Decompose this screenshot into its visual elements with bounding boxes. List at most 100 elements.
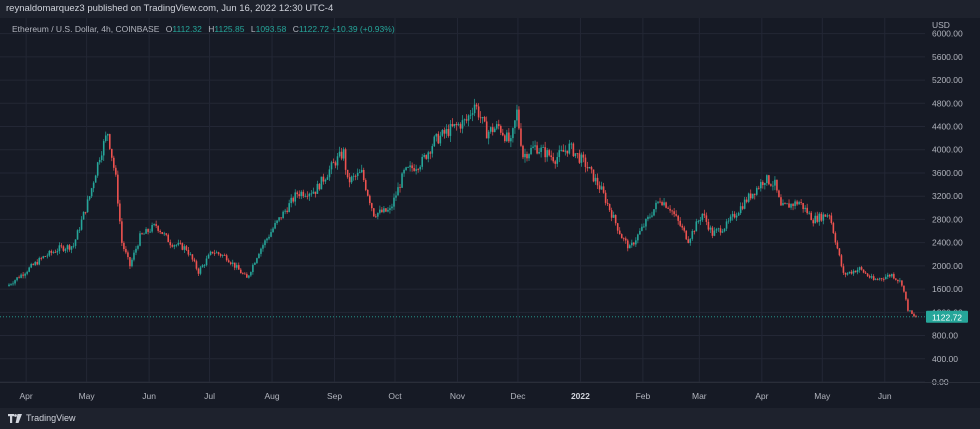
candle-body: [584, 157, 587, 167]
tradingview-brand[interactable]: TradingView: [8, 413, 76, 423]
candle-body: [889, 274, 891, 277]
candle-body: [64, 249, 67, 251]
candle-body: [774, 179, 776, 186]
candle-body: [272, 228, 274, 233]
candle-body: [691, 231, 694, 239]
candle-body: [556, 157, 559, 164]
candle-body: [284, 210, 286, 212]
candle-body: [167, 234, 170, 243]
candle-body: [715, 229, 718, 231]
candle-body: [860, 267, 863, 270]
candle-body: [223, 255, 226, 256]
candle-body: [340, 151, 343, 159]
candle-body: [502, 132, 504, 136]
x-tick-label: Sep: [327, 391, 342, 401]
candle-body: [798, 202, 800, 205]
candle-body: [177, 242, 180, 245]
candle-body: [794, 201, 796, 206]
candle-body: [185, 246, 188, 250]
candle-body: [719, 228, 722, 233]
candle-body: [437, 133, 440, 144]
y-tick-label: 4000.00: [932, 145, 963, 155]
x-tick-label: Apr: [20, 391, 33, 401]
candle-body: [415, 169, 417, 171]
currency-label: USD: [932, 20, 950, 30]
candle-body: [818, 213, 821, 222]
candle-body: [526, 153, 528, 159]
candle-body: [270, 232, 272, 237]
candle-body: [397, 187, 399, 196]
candle-body: [802, 202, 804, 210]
candle-body: [618, 230, 621, 235]
candle-body: [786, 203, 788, 205]
y-tick-label: 6000.00: [932, 29, 963, 39]
candle-body: [608, 203, 611, 211]
candle-body: [38, 258, 41, 265]
candle-body: [770, 184, 772, 186]
candle-body: [133, 252, 135, 260]
candle-body: [12, 283, 14, 285]
candle-body: [407, 167, 409, 169]
candle-body: [235, 265, 238, 268]
candle-body: [637, 234, 639, 241]
candle-body: [893, 274, 895, 279]
candle-body: [362, 169, 365, 181]
candle-body: [207, 254, 210, 259]
candle-body: [125, 249, 127, 253]
candle-body: [733, 213, 736, 218]
candle-body: [471, 113, 474, 115]
candle-body: [483, 117, 486, 122]
y-tick-label: 3600.00: [932, 168, 963, 178]
candle-body: [135, 248, 137, 253]
published-text: reynaldomarquez3 published on TradingVie…: [6, 3, 334, 14]
candle-body: [727, 220, 730, 222]
candle-body: [375, 216, 377, 218]
candle-body: [451, 123, 454, 127]
candle-body: [350, 176, 353, 183]
candle-body: [639, 230, 641, 235]
legend-high: 1125.85: [214, 24, 245, 34]
price-chart[interactable]: 6000.00 5600.00 5200.00 4800.00 4400.00 4000.…: [0, 18, 980, 408]
candle-body: [528, 154, 530, 159]
candle-body: [352, 175, 355, 177]
candle-body: [862, 269, 865, 273]
candle-body: [165, 233, 168, 235]
candle-body: [441, 130, 444, 136]
candle-body: [635, 240, 637, 245]
candle-body: [244, 273, 246, 275]
candle-body: [159, 230, 161, 233]
candle-body: [96, 162, 99, 176]
candle-body: [145, 229, 147, 234]
candle-body: [677, 215, 679, 221]
candle-body: [836, 242, 839, 249]
candle-body: [542, 147, 544, 148]
candle-body: [493, 128, 496, 133]
candle-body: [826, 215, 829, 217]
candle-body: [820, 213, 823, 221]
candle-body: [495, 124, 498, 129]
candle-body: [78, 229, 81, 231]
y-tick-label: 4400.00: [932, 122, 963, 132]
y-tick-label: 800.00: [932, 331, 958, 341]
candle-body: [217, 252, 220, 255]
candle-body: [479, 117, 482, 119]
candle-body: [544, 147, 546, 158]
candle-body: [538, 151, 540, 154]
candle-body: [560, 149, 563, 151]
candle-body: [491, 127, 494, 133]
candle-body: [598, 185, 601, 190]
legend-close: 1122.72: [298, 24, 329, 34]
candle-body: [659, 201, 661, 203]
candle-body: [800, 202, 802, 203]
candle-body: [568, 143, 571, 154]
candle-body: [163, 233, 166, 235]
candle-body: [741, 206, 744, 209]
candle-body: [304, 195, 307, 197]
candle-body: [254, 262, 256, 265]
candle-body: [717, 228, 720, 230]
chart-area[interactable]: [0, 18, 980, 408]
candle-body: [346, 169, 349, 178]
candle-body: [106, 134, 109, 136]
candle-body: [534, 145, 536, 147]
candle-body: [54, 252, 57, 253]
